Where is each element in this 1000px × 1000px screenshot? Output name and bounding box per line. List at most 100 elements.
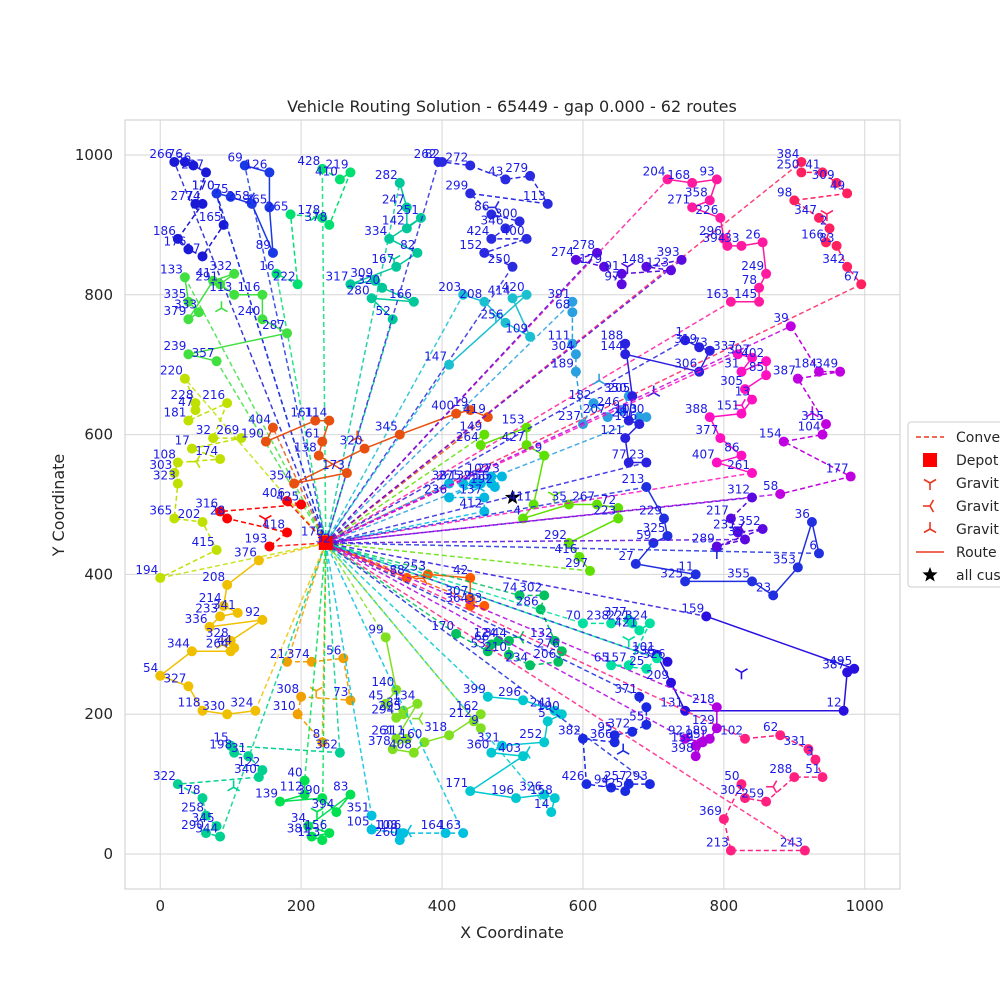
customer-point: [201, 810, 212, 821]
customer-label: 246: [597, 395, 620, 409]
customer-label: 173: [322, 458, 345, 472]
customer-point: [856, 279, 867, 290]
customer-point: [384, 233, 395, 244]
customer-point: [503, 649, 514, 660]
customer-point: [606, 782, 617, 793]
customer-point: [711, 457, 722, 468]
customer-label: 116: [237, 280, 260, 294]
customer-point: [282, 527, 293, 538]
customer-label: 129: [692, 713, 715, 727]
customer-label: 202: [178, 507, 201, 521]
customer-point: [813, 366, 824, 377]
x-tick-label: 800: [710, 897, 739, 915]
customer-label: 158: [530, 783, 553, 797]
customer-label: 113: [523, 189, 546, 203]
gravity-marker-arm: [592, 380, 600, 385]
customer-label: 27: [619, 549, 634, 563]
customer-point: [588, 398, 599, 409]
customer-point: [736, 240, 747, 251]
customer-point: [218, 219, 229, 230]
customer-label: 394: [702, 231, 725, 245]
chart-title: Vehicle Routing Solution - 65449 - gap 0…: [287, 97, 737, 116]
customer-label: 208: [202, 570, 225, 584]
customer-label: 346: [481, 213, 504, 227]
customer-point: [197, 251, 208, 262]
customer-label: 85: [749, 360, 764, 374]
customer-label: 320: [357, 273, 380, 287]
customer-label: 276: [537, 636, 560, 650]
customer-label: 159: [671, 731, 694, 745]
customer-label: 78: [742, 273, 757, 287]
customer-label: 295: [378, 699, 401, 713]
customer-label: 387: [773, 364, 796, 378]
customer-point: [341, 468, 352, 479]
customer-point: [732, 527, 743, 538]
customer-point: [542, 198, 553, 209]
customer-point: [292, 709, 303, 720]
customer-label: 36: [176, 150, 191, 164]
customer-label: 51: [805, 762, 820, 776]
customer-point: [521, 289, 532, 300]
customer-label: 152: [459, 238, 482, 252]
customer-point: [715, 433, 726, 444]
customer-label: 237: [558, 409, 581, 423]
customer-label: 176: [164, 234, 187, 248]
gravity-marker-arm: [741, 668, 748, 673]
customer-label: 139: [449, 469, 472, 483]
customer-point: [415, 212, 426, 223]
customer-label: 55: [629, 710, 644, 724]
customer-label: 189: [685, 724, 708, 738]
customer-point: [257, 289, 268, 300]
route-connector: [325, 542, 457, 635]
customer-point: [370, 275, 381, 286]
customer-label: 322: [153, 769, 176, 783]
customer-point: [211, 356, 222, 367]
customer-point: [511, 793, 522, 804]
customer-point: [641, 412, 652, 423]
customer-label: 181: [164, 406, 187, 420]
customer-point: [183, 314, 194, 325]
customer-label: 7: [637, 692, 645, 706]
customer-label: 82: [400, 238, 415, 252]
customer-point: [215, 454, 226, 465]
customer-label: 166: [801, 227, 824, 241]
legend-swatch: [923, 453, 937, 467]
customer-point: [687, 202, 698, 213]
gravity-marker: [805, 406, 819, 418]
customer-point: [817, 167, 828, 178]
customer-label: 369: [699, 804, 722, 818]
customer-point: [172, 478, 183, 489]
customer-point: [500, 223, 511, 234]
customer-label: 15: [213, 731, 228, 745]
customer-label: 161: [290, 406, 313, 420]
customer-label: 228: [171, 388, 194, 402]
customer-point: [479, 506, 490, 517]
customer-point: [778, 436, 789, 447]
gravity-marker-arm: [495, 312, 503, 317]
customer-point: [810, 754, 821, 765]
customer-label: 402: [741, 346, 764, 360]
gravity-marker-arm: [216, 644, 223, 649]
customer-point: [775, 489, 786, 500]
route-line: [159, 378, 242, 579]
customer-label: 403: [498, 741, 521, 755]
customer-label: 165: [199, 210, 222, 224]
customer-point: [747, 468, 758, 479]
customer-point: [377, 282, 388, 293]
customer-point: [366, 293, 377, 304]
customer-label: 92: [668, 724, 683, 738]
customer-point: [345, 279, 356, 290]
customer-point: [585, 565, 595, 576]
customer-label: 108: [153, 448, 176, 462]
customer-point: [641, 702, 652, 713]
route-connector: [321, 168, 327, 543]
customer-point: [577, 618, 588, 629]
customer-point: [680, 733, 691, 744]
customer-label: 139: [255, 787, 278, 801]
customer-label: 9: [535, 441, 543, 455]
customer-label: 112: [280, 780, 303, 794]
customer-point: [757, 523, 768, 534]
gravity-marker-arm: [393, 254, 401, 260]
customer-point: [169, 513, 180, 524]
